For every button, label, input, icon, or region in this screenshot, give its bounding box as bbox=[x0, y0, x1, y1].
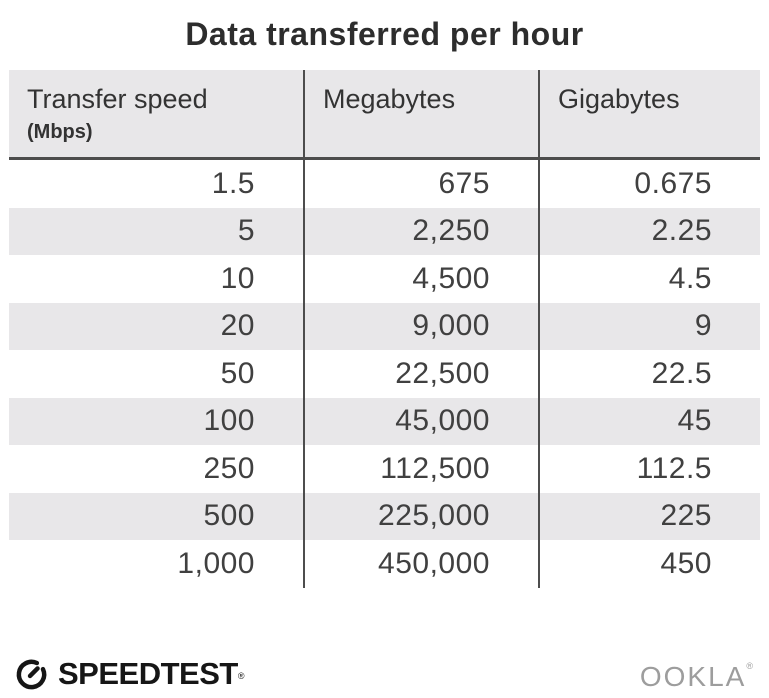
speed-cell: 100 bbox=[203, 404, 255, 438]
table-row: 1,000 450,000 450 bbox=[9, 540, 760, 588]
column-header-gigabytes: Gigabytes bbox=[538, 70, 760, 157]
column-header-label: Gigabytes bbox=[558, 84, 680, 114]
gigabytes-cell: 112.5 bbox=[538, 445, 760, 493]
gigabytes-cell: 22.5 bbox=[538, 350, 760, 398]
speed-cell: 1.5 bbox=[211, 166, 255, 200]
table-header-row: Transfer speed (Mbps) Megabytes Gigabyte… bbox=[9, 70, 760, 160]
column-header-unit: (Mbps) bbox=[27, 121, 93, 144]
column-header-label: Megabytes bbox=[323, 84, 456, 114]
speed-cell: 20 bbox=[220, 309, 255, 343]
page-title: Data transferred per hour bbox=[185, 16, 584, 52]
megabytes-cell: 45,000 bbox=[303, 397, 538, 445]
speed-cell: 10 bbox=[220, 261, 255, 295]
table-row: 1.5 675 0.675 bbox=[9, 160, 760, 208]
column-header-label: Transfer speed bbox=[27, 84, 208, 114]
column-header-megabytes: Megabytes bbox=[303, 70, 538, 157]
registered-trademark-icon: ® bbox=[237, 671, 245, 681]
gigabytes-cell: 450 bbox=[538, 540, 760, 588]
table-row: 20 9,000 9 bbox=[9, 302, 760, 350]
megabytes-cell: 112,500 bbox=[303, 445, 538, 493]
table-row: 250 112,500 112.5 bbox=[9, 445, 760, 493]
megabytes-cell: 22,500 bbox=[303, 350, 538, 398]
table-body: 1.5 675 0.675 5 2,250 2.25 10 4,500 4.5 20 9,000 9 5… bbox=[9, 160, 760, 588]
speed-cell: 250 bbox=[203, 451, 255, 485]
table-row: 100 45,000 45 bbox=[9, 397, 760, 445]
gigabytes-cell: 225 bbox=[538, 492, 760, 540]
speedtest-wordmark: SPEEDTEST bbox=[58, 656, 238, 691]
registered-trademark-icon: ® bbox=[746, 661, 755, 671]
column-header-transfer-speed: Transfer speed (Mbps) bbox=[9, 70, 303, 157]
gigabytes-cell: 45 bbox=[538, 397, 760, 445]
megabytes-cell: 4,500 bbox=[303, 255, 538, 303]
speedtest-gauge-icon bbox=[14, 657, 49, 692]
speed-cell: 50 bbox=[220, 356, 255, 390]
megabytes-cell: 675 bbox=[303, 160, 538, 208]
ookla-wordmark: OOKLA bbox=[639, 661, 747, 692]
footer: SPEEDTEST ® OOKLA® bbox=[14, 652, 755, 694]
gigabytes-cell: 9 bbox=[538, 302, 760, 350]
megabytes-cell: 2,250 bbox=[303, 207, 538, 255]
megabytes-cell: 9,000 bbox=[303, 302, 538, 350]
table-row: 50 22,500 22.5 bbox=[9, 350, 760, 398]
data-table: Transfer speed (Mbps) Megabytes Gigabyte… bbox=[9, 70, 760, 588]
gigabytes-cell: 2.25 bbox=[538, 207, 760, 255]
table-row: 10 4,500 4.5 bbox=[9, 255, 760, 303]
ookla-logo: OOKLA® bbox=[640, 661, 755, 693]
speed-cell: 500 bbox=[203, 499, 255, 533]
table-row: 5 2,250 2.25 bbox=[9, 207, 760, 255]
gigabytes-cell: 0.675 bbox=[538, 160, 760, 208]
table-row: 500 225,000 225 bbox=[9, 492, 760, 540]
speedtest-logo: SPEEDTEST ® bbox=[14, 656, 244, 692]
megabytes-cell: 225,000 bbox=[303, 492, 538, 540]
gigabytes-cell: 4.5 bbox=[538, 255, 760, 303]
speed-cell: 5 bbox=[237, 214, 255, 248]
megabytes-cell: 450,000 bbox=[303, 540, 538, 588]
speed-cell: 1,000 bbox=[177, 546, 255, 580]
